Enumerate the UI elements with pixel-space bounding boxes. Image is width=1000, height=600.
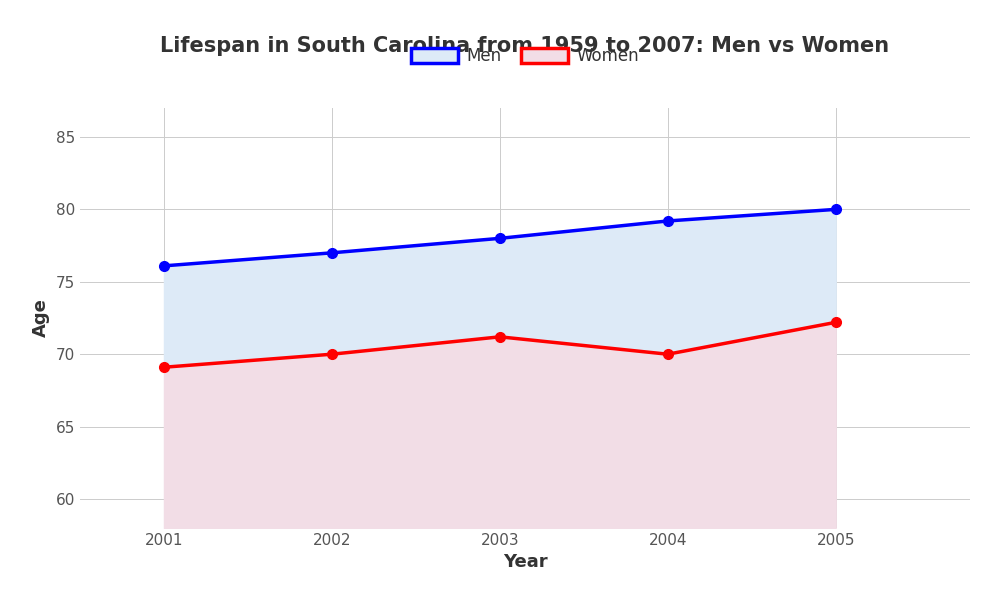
Y-axis label: Age: Age <box>32 299 50 337</box>
X-axis label: Year: Year <box>503 553 547 571</box>
Legend: Men, Women: Men, Women <box>404 41 646 72</box>
Title: Lifespan in South Carolina from 1959 to 2007: Men vs Women: Lifespan in South Carolina from 1959 to … <box>160 37 890 56</box>
